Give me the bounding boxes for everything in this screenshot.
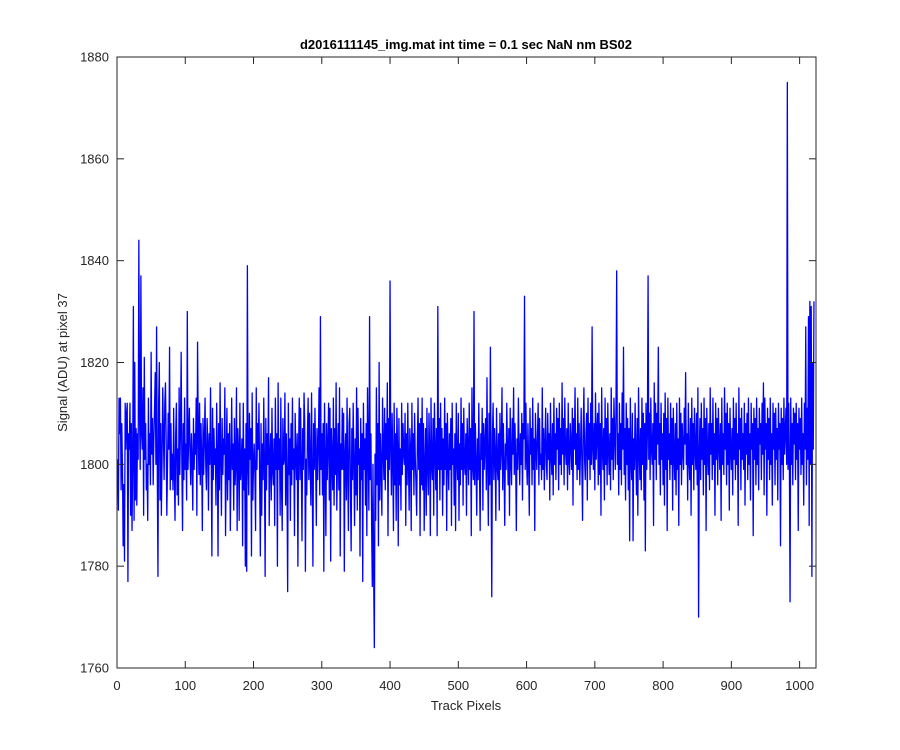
x-tick-label: 800 bbox=[652, 678, 674, 693]
chart-title: d2016111145_img.mat int time = 0.1 sec N… bbox=[300, 37, 632, 52]
y-axis-ticks: 1760 1780 1800 1820 1840 1860 1880 bbox=[80, 50, 816, 676]
x-tick-label: 1000 bbox=[785, 678, 814, 693]
x-axis-label: Track Pixels bbox=[431, 698, 502, 713]
y-tick-label: 1860 bbox=[80, 151, 109, 166]
y-tick-label: 1760 bbox=[80, 661, 109, 676]
y-axis-label: Signal (ADU) at pixel 37 bbox=[55, 293, 70, 432]
x-tick-label: 900 bbox=[721, 678, 743, 693]
series-line-0 bbox=[117, 81, 815, 649]
series-layer bbox=[117, 81, 815, 649]
x-tick-label: 0 bbox=[113, 678, 120, 693]
y-tick-label: 1820 bbox=[80, 355, 109, 370]
y-tick-label: 1800 bbox=[80, 457, 109, 472]
x-axis-ticks: 0 100 200 300 400 500 600 700 800 900 1000 bbox=[113, 57, 814, 693]
x-tick-label: 500 bbox=[447, 678, 469, 693]
y-tick-label: 1840 bbox=[80, 253, 109, 268]
y-tick-label: 1780 bbox=[80, 559, 109, 574]
x-tick-label: 300 bbox=[311, 678, 333, 693]
x-tick-label: 700 bbox=[584, 678, 606, 693]
x-tick-label: 200 bbox=[243, 678, 265, 693]
plot-area-background bbox=[117, 57, 816, 668]
x-tick-label: 400 bbox=[379, 678, 401, 693]
x-tick-label: 600 bbox=[516, 678, 538, 693]
x-tick-label: 100 bbox=[174, 678, 196, 693]
y-tick-label: 1880 bbox=[80, 50, 109, 65]
